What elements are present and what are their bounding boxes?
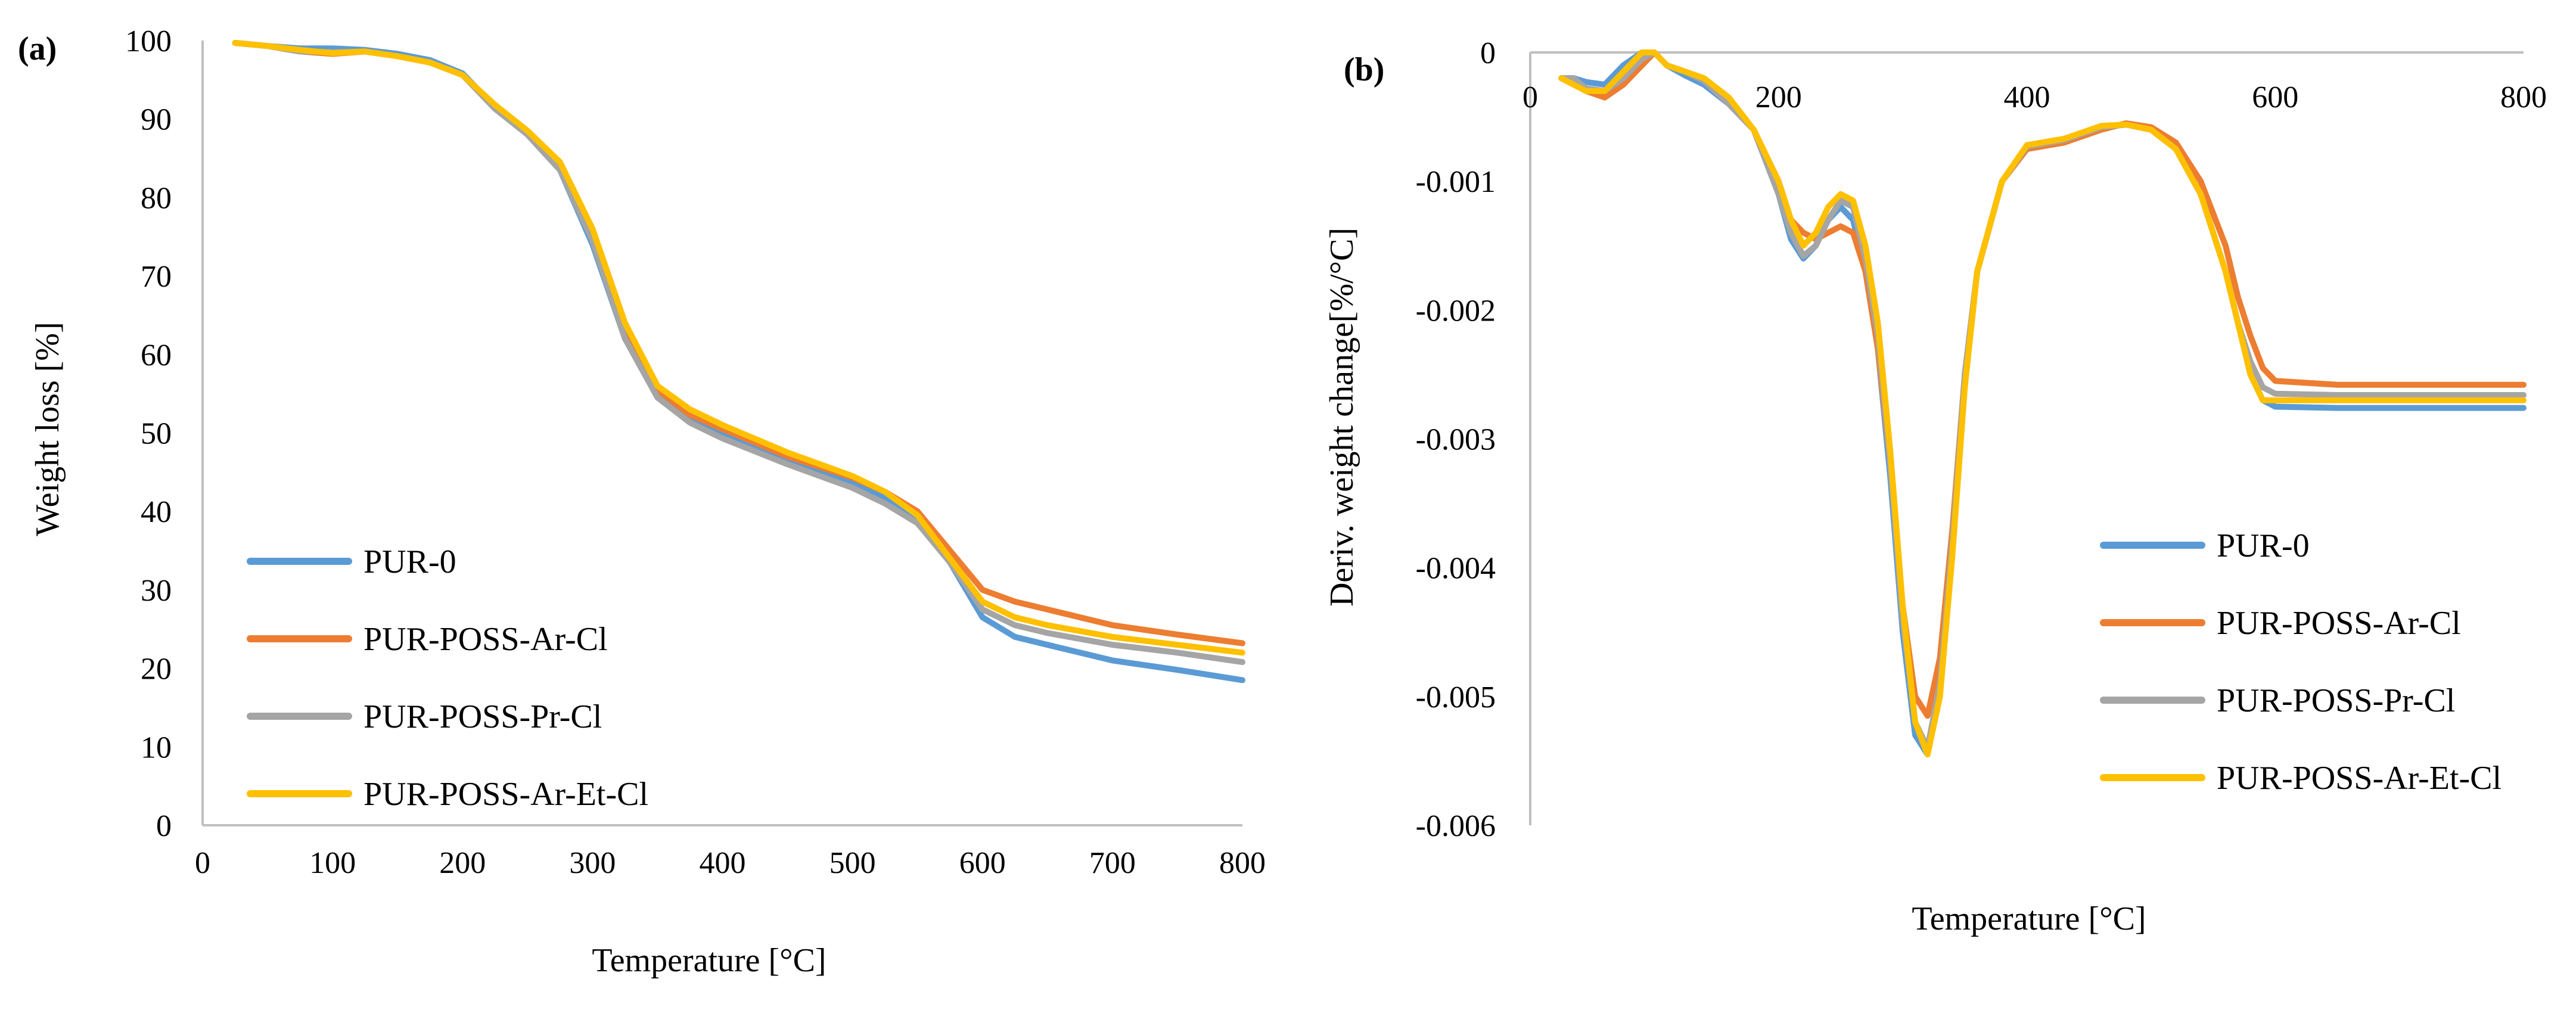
legend-b: PUR-0 PUR-POSS-Ar-Cl PUR-POSS-Pr-Cl PUR-POS… (2100, 527, 2502, 797)
x-tick-label-b: 200 (1755, 80, 1802, 114)
x-tick-label-a: 700 (1089, 846, 1136, 880)
legend-label: PUR-POSS-Ar-Cl (2217, 605, 2461, 642)
x-tick-label-a: 600 (959, 846, 1006, 880)
y-tick-label-b: 0 (1480, 36, 1496, 70)
x-tick-label-a: 100 (309, 846, 356, 880)
series-lines-a (232, 40, 1245, 683)
chart-b: (b) Deriv. weight change[%/°C] Temperatu… (1323, 36, 2547, 937)
legend-label: PUR-POSS-Pr-Cl (2217, 682, 2455, 719)
y-tick-label-a: 60 (141, 338, 172, 372)
x-axis-title-a: Temperature [°C] (592, 942, 826, 979)
x-tick-label-a: 300 (569, 846, 616, 880)
x-tick-label-a: 400 (700, 846, 746, 880)
ticks-b: 0 200 400 600 800 0 -0.001 -0.002 -0.003 -0.004 -0… (1416, 36, 2547, 843)
y-tick-label-b: -0.002 (1416, 294, 1496, 328)
y-tick-label-a: 10 (141, 731, 172, 765)
y-axis-title-a: Weight loss [%] (29, 322, 66, 536)
panel-label-b: (b) (1344, 51, 1384, 88)
x-tick-label-a: 0 (195, 846, 210, 880)
y-tick-label-a: 40 (141, 495, 172, 529)
y-tick-label-a: 30 (141, 574, 172, 608)
y-tick-label-a: 50 (141, 417, 172, 451)
legend-a: PUR-0 PUR-POSS-Ar-Cl PUR-POSS-Pr-Cl PUR-POS… (247, 543, 648, 813)
y-tick-label-a: 70 (141, 260, 172, 294)
series-line-pur-0 (1558, 49, 2527, 758)
panel-label-a: (a) (18, 30, 57, 67)
x-tick-label-a: 200 (439, 846, 486, 880)
legend-label: PUR-POSS-Ar-Et-Cl (363, 776, 648, 813)
y-tick-label-a: 90 (141, 103, 172, 137)
series-line-pur-0 (232, 40, 1245, 683)
y-tick-label-a: 80 (141, 181, 172, 215)
x-axis-title-b: Temperature [°C] (1912, 900, 2146, 937)
x-tick-label-a: 500 (829, 846, 876, 880)
x-tick-label-a: 800 (1219, 846, 1266, 880)
series-line-pur-poss-ar-et-cl (1558, 49, 2527, 758)
legend-label: PUR-POSS-Pr-Cl (363, 698, 602, 735)
x-tick-label-b: 600 (2252, 80, 2298, 114)
y-axis-title-b: Deriv. weight change[%/°C] (1323, 228, 1360, 607)
y-tick-label-b: -0.001 (1416, 165, 1496, 199)
y-tick-label-a: 100 (125, 24, 172, 58)
x-tick-label-b: 800 (2500, 80, 2547, 114)
x-tick-label-b: 400 (2004, 80, 2050, 114)
legend-label: PUR-POSS-Ar-Et-Cl (2217, 760, 2502, 797)
series-lines-b (1558, 49, 2527, 758)
series-line-pur-poss-ar-et-cl (232, 40, 1245, 656)
y-tick-label-b: -0.004 (1416, 552, 1496, 586)
chart-a: (a) Weight loss [%] Temperature [°C] 0 10… (18, 24, 1266, 979)
ticks-a: 0 100 200 300 400 500 600 700 800 0 10 20 30 40 50 60 70… (125, 24, 1266, 880)
legend-label: PUR-0 (363, 543, 456, 580)
y-tick-label-b: -0.003 (1416, 423, 1496, 457)
y-tick-label-b: -0.006 (1416, 809, 1496, 843)
y-tick-label-a: 20 (141, 652, 172, 686)
legend-label: PUR-0 (2217, 527, 2310, 564)
legend-label: PUR-POSS-Ar-Cl (363, 621, 608, 658)
x-tick-label-b: 0 (1522, 80, 1538, 114)
y-tick-label-a: 0 (156, 809, 172, 843)
y-tick-label-b: -0.005 (1416, 680, 1496, 714)
